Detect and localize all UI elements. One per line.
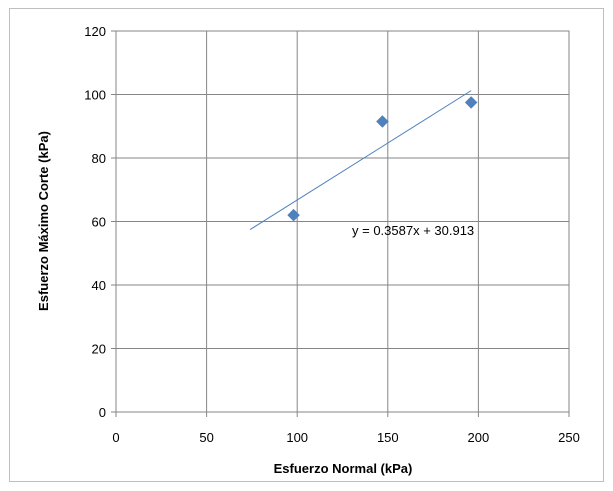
y-tick-label: 20 [92,342,106,357]
axes [111,30,570,417]
x-tick-label: 150 [377,430,399,445]
grid [115,30,570,413]
x-tick-label: 50 [199,430,213,445]
trendline-line [249,90,472,230]
x-tick-label: 100 [286,430,308,445]
data-point [376,115,389,128]
y-tick-label: 100 [84,88,106,103]
data-point [464,96,478,109]
y-tick-label: 120 [84,24,106,39]
y-tick-label: 40 [92,278,106,293]
x-tick-label: 250 [558,430,580,445]
data-point [287,208,300,222]
x-axis-title: Esfuerzo Normal (kPa) [274,461,413,476]
x-tick-label: 200 [468,430,490,445]
y-tick-label: 60 [92,215,106,230]
y-axis-title: Esfuerzo Máximo Corte (kPa) [36,131,51,311]
trendline-equation: y = 0.3587x + 30.913 [352,223,474,238]
tick-labels: 0 50 100 150 200 250 0 20 40 60 80 100 120 [84,24,580,445]
x-tick-label: 0 [112,430,119,445]
data-points [287,96,478,222]
y-tick-label: 0 [99,405,106,420]
y-tick-label: 80 [92,151,106,166]
chart-frame [9,8,604,482]
trendline [249,90,472,230]
